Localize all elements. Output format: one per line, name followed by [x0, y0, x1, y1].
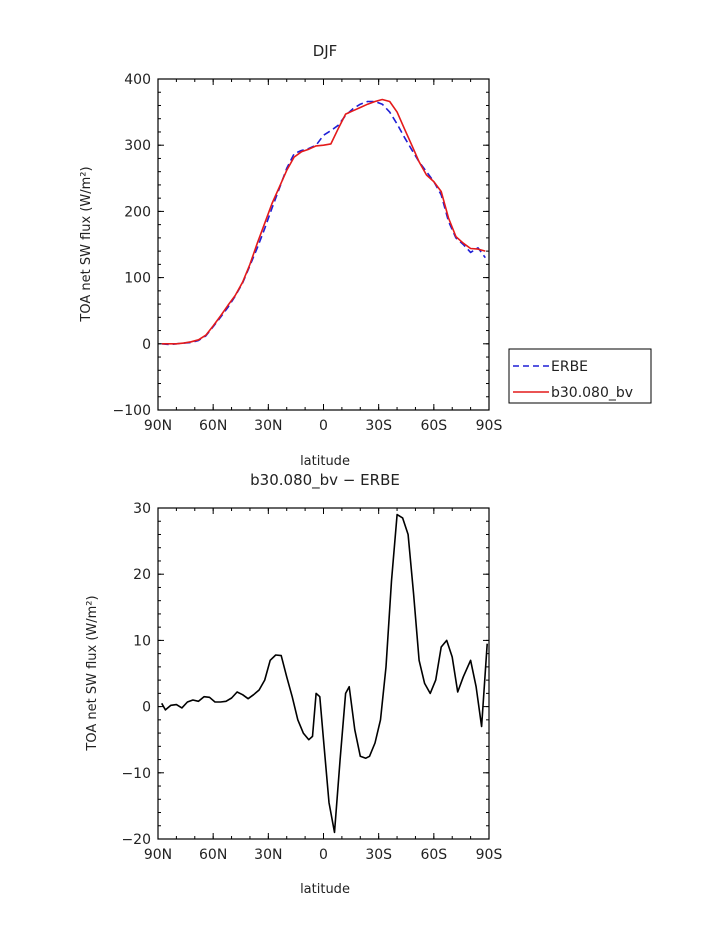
bottom-x-tick-label: 60S	[420, 847, 447, 863]
bottom-plot-frame	[157, 507, 490, 840]
bottom-panel: b30.080_bv − ERBE 90N 60N 30N 0 30S 60S 90S −20…	[85, 471, 502, 897]
bottom-x-tick-label: 60N	[199, 847, 227, 863]
bottom-y-tick-label: −20	[121, 832, 151, 848]
bottom-y-axis-label: TOA net SW flux (W/m²)	[85, 595, 100, 751]
top-chart-title: DJF	[313, 42, 338, 60]
bottom-x-tick-label: 0	[319, 847, 328, 863]
legend: ERBE b30.080_bv	[508, 348, 652, 404]
bottom-y-tick-label: 0	[142, 700, 151, 716]
top-panel: DJF 90N 60N 30N 0 30S 60S 90S −100 0 100 200 300 400…	[79, 42, 652, 469]
bottom-x-tick-label: 30N	[254, 847, 282, 863]
top-x-tick-label: 90N	[144, 418, 172, 434]
legend-label-model: b30.080_bv	[551, 385, 633, 401]
top-series-group	[161, 98, 486, 346]
top-series-line-b30-080-bv	[161, 98, 486, 345]
bottom-y-tick-label: 10	[133, 633, 151, 649]
legend-label-erbe: ERBE	[551, 359, 588, 375]
top-axis-ticks: 90N 60N 30N 0 30S 60S 90S −100 0 100 200 300 400	[113, 72, 503, 434]
top-y-tick-label: 100	[124, 271, 151, 287]
top-x-tick-label: 30S	[365, 418, 392, 434]
top-x-tick-label: 0	[319, 418, 328, 434]
top-x-tick-label: 30N	[254, 418, 282, 434]
bottom-x-tick-label: 90N	[144, 847, 172, 863]
bottom-axis-ticks: 90N 60N 30N 0 30S 60S 90S −20 −10 0 10 20 30	[121, 501, 502, 863]
bottom-x-tick-label: 90S	[476, 847, 503, 863]
top-y-tick-label: 200	[124, 204, 151, 220]
top-y-axis-label: TOA net SW flux (W/m²)	[79, 166, 94, 322]
bottom-y-tick-label: 20	[133, 567, 151, 583]
legend-box	[508, 348, 652, 404]
bottom-x-tick-label: 30S	[365, 847, 392, 863]
bottom-x-axis-label: latitude	[300, 882, 350, 897]
bottom-series-line-0	[161, 513, 488, 834]
bottom-y-tick-label: −10	[121, 766, 151, 782]
top-y-tick-label: 300	[124, 138, 151, 154]
top-x-tick-label: 60S	[420, 418, 447, 434]
top-y-tick-label: 400	[124, 72, 151, 88]
bottom-chart-title: b30.080_bv − ERBE	[250, 471, 400, 490]
bottom-series-group	[161, 513, 488, 834]
top-series-line-erbe	[161, 100, 486, 346]
top-y-tick-label: −100	[113, 403, 151, 419]
top-y-tick-label: 0	[142, 337, 151, 353]
top-plot-frame	[157, 78, 490, 411]
top-x-tick-label: 90S	[476, 418, 503, 434]
bottom-y-tick-label: 30	[133, 501, 151, 517]
top-x-tick-label: 60N	[199, 418, 227, 434]
top-x-axis-label: latitude	[300, 454, 350, 469]
